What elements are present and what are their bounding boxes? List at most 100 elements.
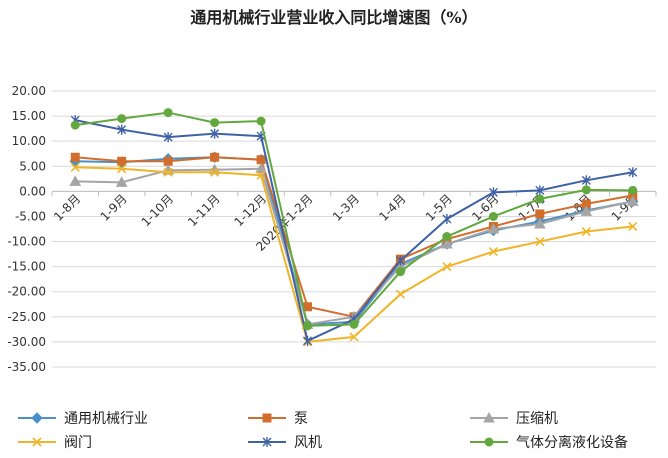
y-tick-label: 15.00 xyxy=(12,109,46,123)
data-point xyxy=(442,262,452,272)
data-point xyxy=(210,128,220,139)
x-tick-label: 1-5月 xyxy=(423,192,455,224)
data-point xyxy=(210,167,220,177)
data-point xyxy=(626,195,639,206)
data-point xyxy=(442,213,452,224)
data-point xyxy=(32,437,42,447)
data-point xyxy=(395,255,405,266)
y-tick-label: -20.00 xyxy=(7,285,46,299)
y-tick-label: -30.00 xyxy=(7,335,46,349)
data-point xyxy=(535,194,545,204)
data-point xyxy=(349,332,359,342)
legend-label: 压缩机 xyxy=(516,411,558,427)
x-tick-label: 1-12月 xyxy=(232,192,270,230)
legend-label: 泵 xyxy=(294,411,308,427)
series-4 xyxy=(70,162,638,347)
data-point xyxy=(535,209,545,219)
data-point xyxy=(535,185,545,196)
data-point xyxy=(117,124,127,135)
legend-label: 风机 xyxy=(294,435,322,451)
data-point xyxy=(441,238,453,249)
y-tick-label: 20.00 xyxy=(12,84,46,98)
data-point xyxy=(70,152,80,162)
y-tick-label: -35.00 xyxy=(7,360,46,374)
data-point xyxy=(31,412,43,424)
data-point xyxy=(303,335,313,346)
series-line xyxy=(75,119,633,343)
data-point xyxy=(70,120,80,130)
legend-item: 阀门 xyxy=(18,435,92,451)
data-point xyxy=(163,108,173,118)
y-tick-label: -15.00 xyxy=(7,260,46,274)
data-point xyxy=(484,437,494,447)
y-tick-label: 5.00 xyxy=(19,159,46,173)
data-point xyxy=(487,222,500,234)
data-point xyxy=(533,217,546,229)
legend-item: 通用机械行业 xyxy=(18,411,148,427)
legend-item: 气体分离液化设备 xyxy=(470,434,628,451)
y-tick-label: -25.00 xyxy=(7,310,46,324)
series-line xyxy=(75,156,633,326)
series-line xyxy=(75,156,633,318)
data-point xyxy=(115,176,128,187)
series-5 xyxy=(70,115,638,346)
x-tick-label: 1-4月 xyxy=(376,192,408,224)
data-point xyxy=(256,155,266,165)
x-tick-label: 1-11月 xyxy=(185,192,223,230)
data-point xyxy=(262,437,272,447)
y-tick-label: 0.00 xyxy=(19,184,46,198)
data-point xyxy=(488,247,498,257)
data-point xyxy=(117,156,127,166)
data-point xyxy=(256,116,266,126)
series-6 xyxy=(70,108,638,331)
data-point xyxy=(483,411,495,423)
series-2 xyxy=(70,152,638,322)
data-point xyxy=(488,211,498,221)
data-point xyxy=(395,267,405,277)
data-point xyxy=(349,319,359,329)
legend-label: 阀门 xyxy=(64,435,92,451)
series-1 xyxy=(69,151,639,331)
data-point xyxy=(210,118,220,128)
data-point xyxy=(581,185,591,195)
x-tick-label: 1-10月 xyxy=(139,192,177,230)
data-point xyxy=(117,164,127,174)
data-point xyxy=(163,156,173,166)
x-tick-label: 1-3月 xyxy=(330,192,362,224)
data-point xyxy=(163,167,173,177)
data-point xyxy=(488,187,498,198)
data-point xyxy=(395,289,406,299)
data-point xyxy=(70,162,80,172)
data-point xyxy=(255,162,267,174)
y-tick-label: -10.00 xyxy=(7,235,46,249)
data-point xyxy=(69,175,82,186)
series-layer xyxy=(69,108,639,347)
legend-label: 气体分离液化设备 xyxy=(516,434,628,451)
legend-item: 泵 xyxy=(248,411,308,427)
series-line xyxy=(75,167,633,326)
data-point xyxy=(628,221,638,232)
x-tick-label: 1-9月 xyxy=(98,192,130,224)
data-point xyxy=(581,226,591,237)
data-point xyxy=(303,321,313,331)
chart-title: 通用机械行业营业收入同比增速图（%） xyxy=(190,8,478,27)
data-point xyxy=(580,205,593,216)
legend-item: 压缩机 xyxy=(470,411,558,427)
y-tick-label: -5.00 xyxy=(15,209,46,223)
legend-item: 风机 xyxy=(248,435,322,451)
data-point xyxy=(256,170,266,180)
legend-label: 通用机械行业 xyxy=(64,411,148,427)
data-point xyxy=(262,413,272,423)
y-tick-label: 10.00 xyxy=(12,134,46,148)
data-point xyxy=(210,152,220,162)
data-point xyxy=(628,167,638,178)
data-point xyxy=(628,185,638,195)
x-tick-label: 1-8月 xyxy=(51,192,83,224)
data-point xyxy=(581,175,591,186)
data-point xyxy=(117,114,127,124)
data-point xyxy=(442,232,452,242)
data-point xyxy=(535,236,545,247)
